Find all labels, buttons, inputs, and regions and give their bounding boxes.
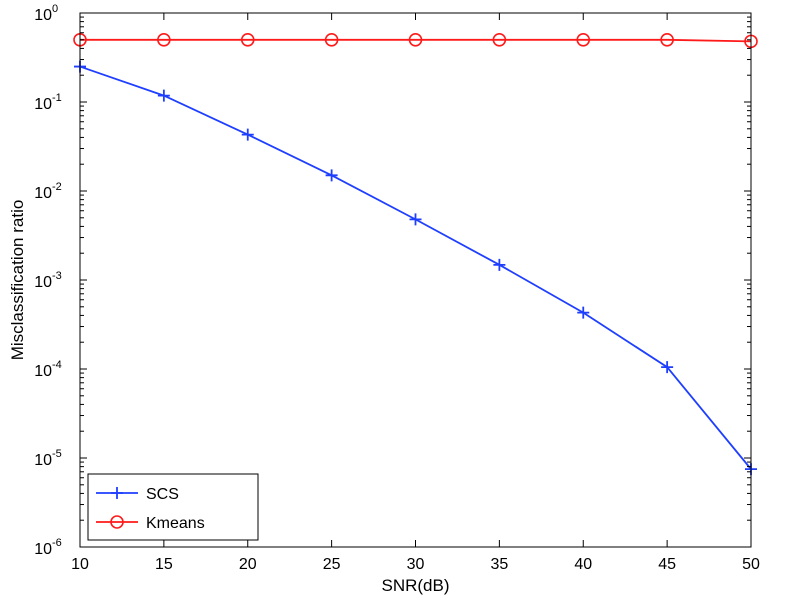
data-point-scs (325, 169, 338, 182)
series-layer (73, 32, 758, 476)
x-tick-label: 40 (574, 556, 592, 573)
legend-marker-kmeans (110, 515, 124, 529)
legend-label-kmeans: Kmeans (146, 515, 205, 532)
plot-area (80, 13, 751, 547)
axes (79, 12, 752, 548)
y-tick-exponent: -6 (52, 537, 62, 549)
x-tick-label: 25 (323, 556, 341, 573)
data-point-scs (157, 89, 170, 102)
legend: SCS Kmeans (87, 473, 259, 541)
data-point-kmeans (408, 32, 423, 47)
x-axis-title: SNR(dB) (381, 576, 449, 595)
y-tick-exponent: -5 (52, 448, 62, 460)
data-point-kmeans (324, 32, 339, 47)
x-tick-label: 10 (71, 556, 89, 573)
legend-label-scs: SCS (146, 486, 179, 503)
legend-marker-scs (111, 487, 123, 499)
data-point-scs (577, 306, 590, 319)
x-tick-label: 35 (490, 556, 508, 573)
y-tick-label: 10 (34, 96, 52, 113)
y-tick-exponent: -4 (52, 359, 62, 371)
y-tick-label: 10 (34, 185, 52, 202)
y-tick-exponent: -1 (52, 92, 62, 104)
plot-background (80, 13, 751, 547)
data-point-kmeans (660, 32, 674, 47)
data-point-kmeans (492, 32, 507, 47)
x-tick-label: 50 (742, 556, 760, 573)
y-tick-label: 10 (34, 274, 52, 291)
x-tick-label: 20 (239, 556, 257, 573)
plot-frame (79, 12, 752, 548)
y-tick-label: 10 (34, 541, 52, 558)
x-tick-label: 30 (407, 556, 425, 573)
y-tick-exponent: -3 (52, 270, 62, 282)
y-tick-label: 10 (34, 7, 52, 24)
y-tick-exponent: -2 (52, 181, 62, 193)
y-tick-label: 10 (34, 452, 52, 469)
data-point-scs (409, 213, 422, 226)
legend-box (87, 473, 259, 541)
data-point-scs (493, 258, 506, 271)
data-point-kmeans (240, 32, 255, 47)
series-line-kmeans (80, 38, 752, 43)
data-point-kmeans (157, 32, 171, 47)
x-tick-label: 45 (658, 556, 676, 573)
y-tick-label: 10 (34, 363, 52, 380)
x-tick-label: 15 (155, 556, 173, 573)
y-tick-exponent: 0 (52, 3, 58, 15)
data-point-scs (661, 361, 674, 374)
data-point-kmeans (576, 32, 591, 47)
y-axis-title: Misclassification ratio (8, 200, 27, 361)
data-point-scs (241, 128, 254, 141)
